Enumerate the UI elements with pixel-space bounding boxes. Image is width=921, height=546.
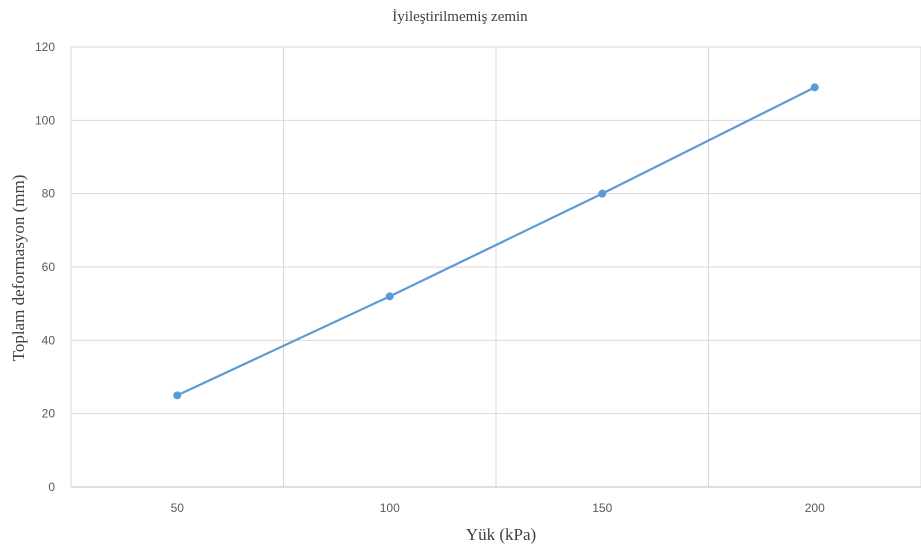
y-tick-labels: 0 20 40 60 80 100 120 [35,40,55,494]
y-tick-label: 80 [42,187,56,201]
y-tick-label: 120 [35,40,55,54]
y-tick-label: 0 [48,480,55,494]
series [173,83,819,400]
x-axis-title: Yük (kPa) [466,525,536,544]
series-line [176,86,816,397]
x-tick-label: 200 [805,501,825,515]
y-tick-label: 100 [35,113,55,127]
y-tick-label: 20 [42,407,56,421]
gridlines [70,46,921,487]
x-tick-label: 150 [592,501,612,515]
x-tick-labels: 50 100 150 200 [171,501,826,515]
data-point [810,83,819,92]
x-tick-label: 50 [171,501,185,515]
data-point [173,391,182,400]
y-tick-label: 40 [42,333,56,347]
y-axis-title: Toplam deformasyon (mm) [9,175,28,362]
data-point [598,189,607,198]
chart-title: İyileştirilmemiş zemin [392,9,528,25]
x-tick-label: 100 [380,501,400,515]
y-tick-label: 60 [42,260,56,274]
data-point [385,292,394,301]
